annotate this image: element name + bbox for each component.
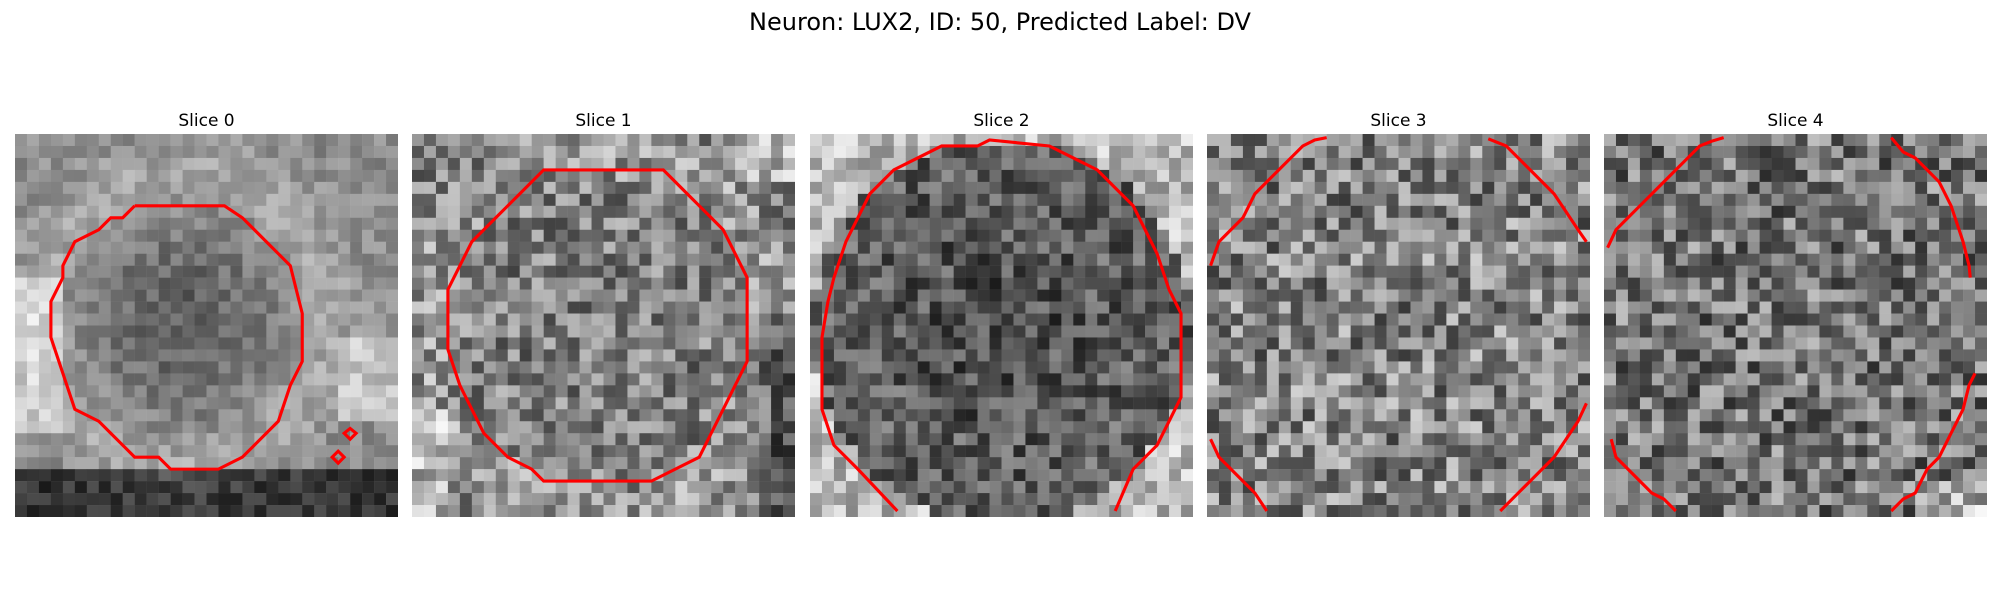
slice-image [810, 134, 1193, 517]
slice-title: Slice 0 [15, 108, 398, 134]
slice-panel-3: Slice 3 [1207, 108, 1590, 517]
slice-title: Slice 3 [1207, 108, 1590, 134]
slice-title: Slice 4 [1604, 108, 1987, 134]
slice-panel-0: Slice 0 [15, 108, 398, 517]
slice-image [412, 134, 795, 517]
slice-image [15, 134, 398, 517]
slice-title: Slice 2 [810, 108, 1193, 134]
slice-panel-4: Slice 4 [1604, 108, 1987, 517]
slice-image [1604, 134, 1987, 517]
slice-image [1207, 134, 1590, 517]
slice-panel-1: Slice 1 [412, 108, 795, 517]
figure-title: Neuron: LUX2, ID: 50, Predicted Label: D… [0, 8, 2000, 36]
slice-title: Slice 1 [412, 108, 795, 134]
slice-panel-2: Slice 2 [810, 108, 1193, 517]
